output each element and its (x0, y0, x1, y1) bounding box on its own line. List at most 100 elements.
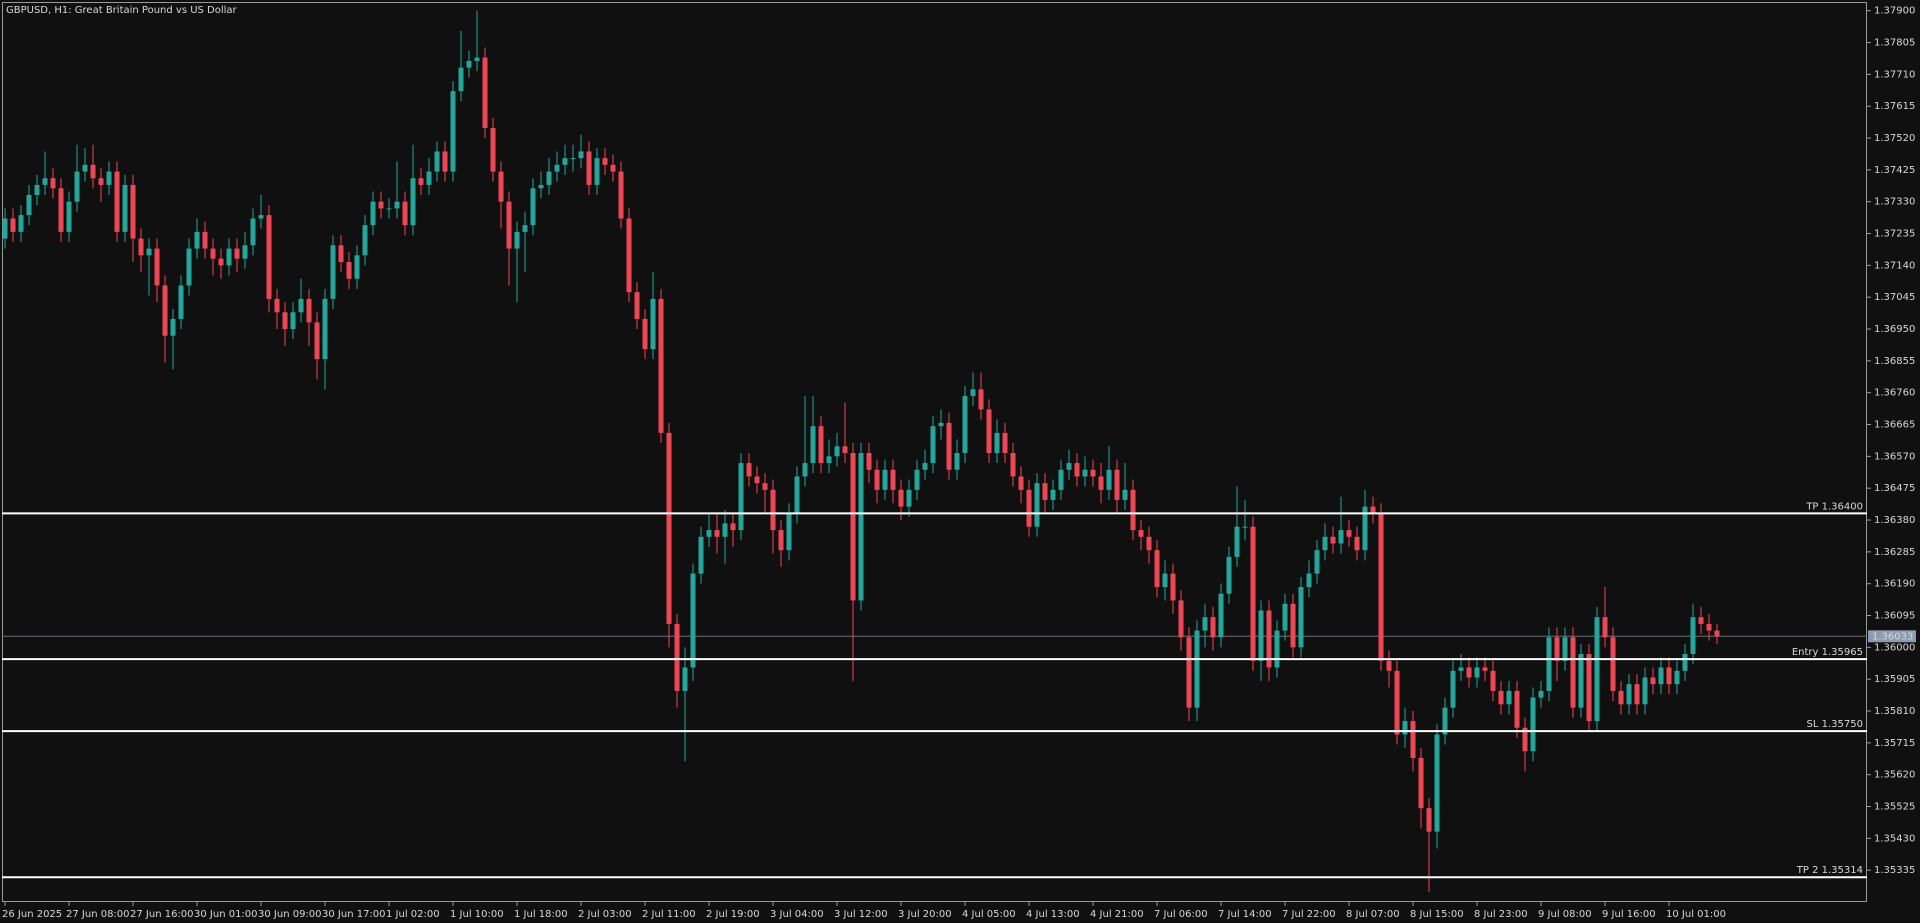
candle-body (1578, 654, 1584, 708)
candle-body (1434, 734, 1440, 832)
candle-body (258, 215, 264, 219)
candle-body (1474, 667, 1480, 678)
candle-body (1410, 721, 1416, 758)
candle-body (994, 432, 1000, 454)
candle-body (1642, 677, 1648, 705)
x-tick-label: 2 Jul 19:00 (706, 909, 760, 920)
candle-body (1002, 432, 1008, 454)
y-tick-label: 1.36380 (1874, 515, 1915, 526)
candle-body (530, 188, 536, 226)
level-label: Entry 1.35965 (1792, 647, 1863, 658)
candle-body (34, 184, 40, 196)
candle-body (850, 453, 856, 601)
candle-body (266, 215, 272, 299)
candle-body (1106, 469, 1112, 490)
candle-body (1122, 489, 1128, 500)
y-tick-label: 1.35620 (1874, 770, 1915, 781)
candle-body (866, 453, 872, 470)
candle-body (1706, 623, 1712, 631)
candle-body (1562, 637, 1568, 661)
x-tick-label: 3 Jul 04:00 (770, 909, 824, 920)
candle-body (506, 201, 512, 249)
x-tick-label: 4 Jul 05:00 (962, 909, 1016, 920)
candle-body (810, 426, 816, 464)
candle-body (242, 245, 248, 259)
candle-body (1258, 610, 1264, 661)
x-tick-label: 9 Jul 16:00 (1602, 909, 1656, 920)
x-tick-label: 8 Jul 15:00 (1410, 909, 1464, 920)
candle-body (538, 184, 544, 189)
y-tick-label: 1.37235 (1874, 229, 1915, 240)
candle-body (986, 409, 992, 454)
candle-body (554, 164, 560, 172)
candle-body (1674, 670, 1680, 685)
y-tick-label: 1.36000 (1874, 642, 1915, 653)
candle-body (546, 171, 552, 185)
candle-body (754, 476, 760, 484)
candle-body (282, 312, 288, 330)
candle-body (1530, 697, 1536, 752)
candle-body (1714, 630, 1720, 637)
level-label: SL 1.35750 (1807, 719, 1863, 730)
candle-body (10, 218, 16, 232)
x-tick-label: 8 Jul 07:00 (1346, 909, 1400, 920)
candle-body (298, 298, 304, 313)
candle-body (290, 312, 296, 330)
candle-body (1170, 573, 1176, 601)
candle-body (1186, 637, 1192, 708)
x-tick-label: 1 Jul 18:00 (514, 909, 568, 920)
y-tick-label: 1.37615 (1874, 101, 1915, 112)
candle-body (1266, 610, 1272, 668)
x-tick-label: 4 Jul 21:00 (1090, 909, 1144, 920)
candle-body (1426, 808, 1432, 832)
candle-body (1154, 550, 1160, 588)
candle-body (202, 231, 208, 249)
candle-body (1274, 630, 1280, 668)
candle-body (714, 530, 720, 537)
candle-body (1522, 727, 1528, 752)
candle-body (458, 67, 464, 92)
candle-body (274, 298, 280, 313)
candle-body (362, 225, 368, 256)
candle-body (1418, 757, 1424, 809)
candle-body (970, 389, 976, 397)
candle-body (1306, 573, 1312, 588)
x-tick-label: 3 Jul 20:00 (898, 909, 952, 920)
candle-body (1178, 600, 1184, 638)
candle-body (1570, 637, 1576, 708)
candle-body (1298, 587, 1304, 648)
candle-body (650, 298, 656, 350)
candle-body (2, 218, 8, 239)
y-tick-label: 1.37425 (1874, 165, 1915, 176)
candle-body (234, 248, 240, 259)
candle-body (594, 158, 600, 185)
candle-body (1498, 690, 1504, 705)
candle-body (954, 453, 960, 470)
candle-body (642, 318, 648, 350)
y-tick-label: 1.37045 (1874, 292, 1915, 303)
candle-body (1394, 670, 1400, 735)
candle-body (1626, 684, 1632, 705)
candle-body (1034, 483, 1040, 527)
candle-body (1074, 463, 1080, 477)
candle-body (978, 389, 984, 410)
candle-body (1114, 469, 1120, 500)
candle-body (770, 489, 776, 531)
x-tick-label: 3 Jul 12:00 (834, 909, 888, 920)
candle-body (890, 469, 896, 490)
candle-body (514, 231, 520, 249)
current-price-label: 1.36033 (1872, 631, 1913, 642)
y-tick-label: 1.36665 (1874, 420, 1915, 431)
level-label: TP 2 1.35314 (1796, 865, 1863, 876)
x-tick-label: 30 Jun 09:00 (258, 909, 322, 920)
candle-body (194, 231, 200, 249)
candle-body (674, 623, 680, 691)
y-tick-label: 1.35810 (1874, 706, 1915, 717)
y-tick-label: 1.36285 (1874, 547, 1915, 558)
candle-body (314, 322, 320, 360)
candle-body (1666, 667, 1672, 685)
candle-body (698, 536, 704, 574)
